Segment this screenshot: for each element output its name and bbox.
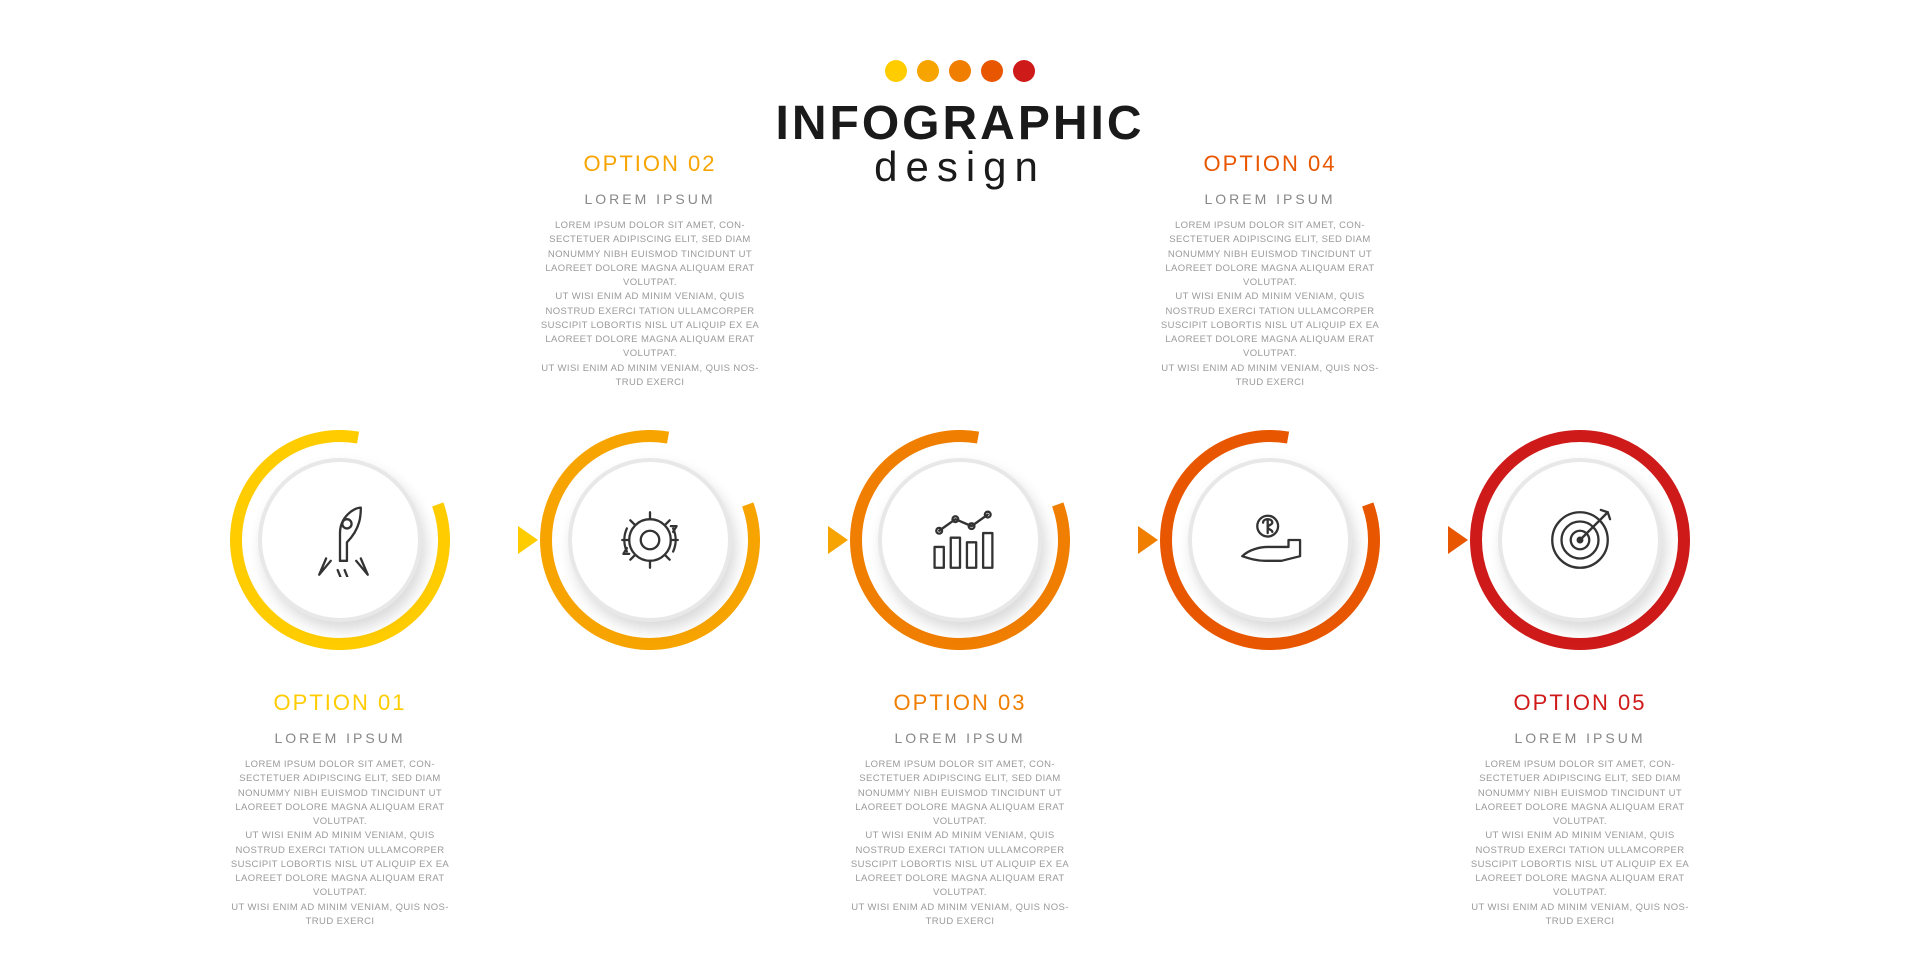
option-label: OPTION 05 [1450, 690, 1710, 716]
arrow-icon [1070, 520, 1160, 560]
option-sublabel: LOREM IPSUM [830, 730, 1090, 746]
arrow-icon [1380, 520, 1470, 560]
inner-disc [568, 458, 732, 622]
header-dot [917, 60, 939, 82]
target-icon [1543, 503, 1617, 577]
option-sublabel: LOREM IPSUM [210, 730, 470, 746]
circle-node [850, 430, 1070, 650]
step-5: OPTION 05 LOREM IPSUM LOREM IPSUM DOLOR … [1470, 430, 1690, 650]
option-body: LOREM IPSUM DOLOR SIT AMET, CON-SECTETUE… [520, 219, 780, 390]
step-3: OPTION 03 LOREM IPSUM LOREM IPSUM DOLOR … [850, 430, 1070, 650]
inner-disc [1188, 458, 1352, 622]
circle-node [1470, 430, 1690, 650]
step-text: OPTION 01 LOREM IPSUM LOREM IPSUM DOLOR … [210, 690, 470, 929]
option-body: LOREM IPSUM DOLOR SIT AMET, CON-SECTETUE… [830, 758, 1090, 929]
option-label: OPTION 03 [830, 690, 1090, 716]
option-label: OPTION 04 [1140, 151, 1400, 177]
circle-node [540, 430, 760, 650]
flow-row: OPTION 01 LOREM IPSUM LOREM IPSUM DOLOR … [0, 430, 1920, 650]
header-dots [0, 60, 1920, 82]
header-dot [981, 60, 1003, 82]
option-body: LOREM IPSUM DOLOR SIT AMET, CON-SECTETUE… [1450, 758, 1710, 929]
option-label: OPTION 01 [210, 690, 470, 716]
option-body: LOREM IPSUM DOLOR SIT AMET, CON-SECTETUE… [1140, 219, 1400, 390]
arrow-icon [760, 520, 850, 560]
step-text: OPTION 04 LOREM IPSUM LOREM IPSUM DOLOR … [1140, 151, 1400, 390]
header: INFOGRAPHIC design [0, 0, 1920, 188]
step-text: OPTION 03 LOREM IPSUM LOREM IPSUM DOLOR … [830, 690, 1090, 929]
chart-icon [923, 503, 997, 577]
step-text: OPTION 05 LOREM IPSUM LOREM IPSUM DOLOR … [1450, 690, 1710, 929]
gear-icon [613, 503, 687, 577]
inner-disc [878, 458, 1042, 622]
title-sub: design [0, 146, 1920, 188]
option-sublabel: LOREM IPSUM [520, 191, 780, 207]
step-4: OPTION 04 LOREM IPSUM LOREM IPSUM DOLOR … [1160, 430, 1380, 650]
option-label: OPTION 02 [520, 151, 780, 177]
header-dot [1013, 60, 1035, 82]
step-1: OPTION 01 LOREM IPSUM LOREM IPSUM DOLOR … [230, 430, 450, 650]
header-dot [949, 60, 971, 82]
header-dot [885, 60, 907, 82]
arrow-icon [450, 520, 540, 560]
hand-icon [1233, 503, 1307, 577]
step-2: OPTION 02 LOREM IPSUM LOREM IPSUM DOLOR … [540, 430, 760, 650]
title-main: INFOGRAPHIC [0, 100, 1920, 148]
option-sublabel: LOREM IPSUM [1140, 191, 1400, 207]
rocket-icon [303, 503, 377, 577]
option-body: LOREM IPSUM DOLOR SIT AMET, CON-SECTETUE… [210, 758, 470, 929]
circle-node [1160, 430, 1380, 650]
option-sublabel: LOREM IPSUM [1450, 730, 1710, 746]
inner-disc [258, 458, 422, 622]
step-text: OPTION 02 LOREM IPSUM LOREM IPSUM DOLOR … [520, 151, 780, 390]
inner-disc [1498, 458, 1662, 622]
circle-node [230, 430, 450, 650]
